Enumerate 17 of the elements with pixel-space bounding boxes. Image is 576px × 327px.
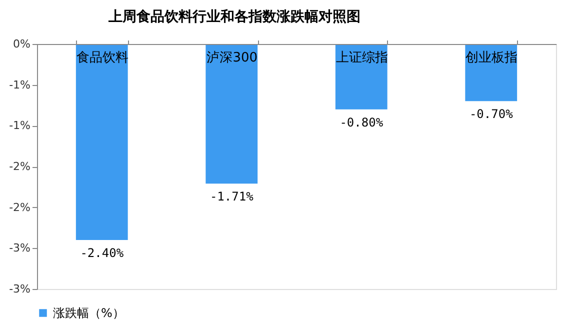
y-tick-label: -1% bbox=[9, 119, 30, 132]
text: -2.40% bbox=[80, 246, 124, 260]
text: -0.70% bbox=[469, 107, 513, 122]
x-tick-label: 食品饮料 bbox=[76, 50, 128, 66]
y-tick-label: -1% bbox=[9, 78, 30, 92]
y-tick-label: -3% bbox=[9, 242, 30, 255]
y-tick-label: 0% bbox=[13, 38, 30, 50]
x-tick-label: 创业板指 bbox=[466, 50, 518, 66]
text: -0.80% bbox=[340, 115, 384, 130]
x-tick-label: 上证综指 bbox=[336, 50, 388, 66]
text: -1.71% bbox=[210, 190, 254, 204]
legend-label: 涨跌幅（%） bbox=[53, 306, 124, 320]
y-tick-label: -2% bbox=[9, 160, 30, 173]
chart-title: 上周食品饮料行业和各指数涨跌幅对照图 bbox=[108, 9, 361, 25]
y-tick-label: -3% bbox=[9, 282, 30, 296]
y-tick-label: -2% bbox=[9, 200, 30, 214]
x-tick-label: 泸深300 bbox=[206, 50, 258, 66]
